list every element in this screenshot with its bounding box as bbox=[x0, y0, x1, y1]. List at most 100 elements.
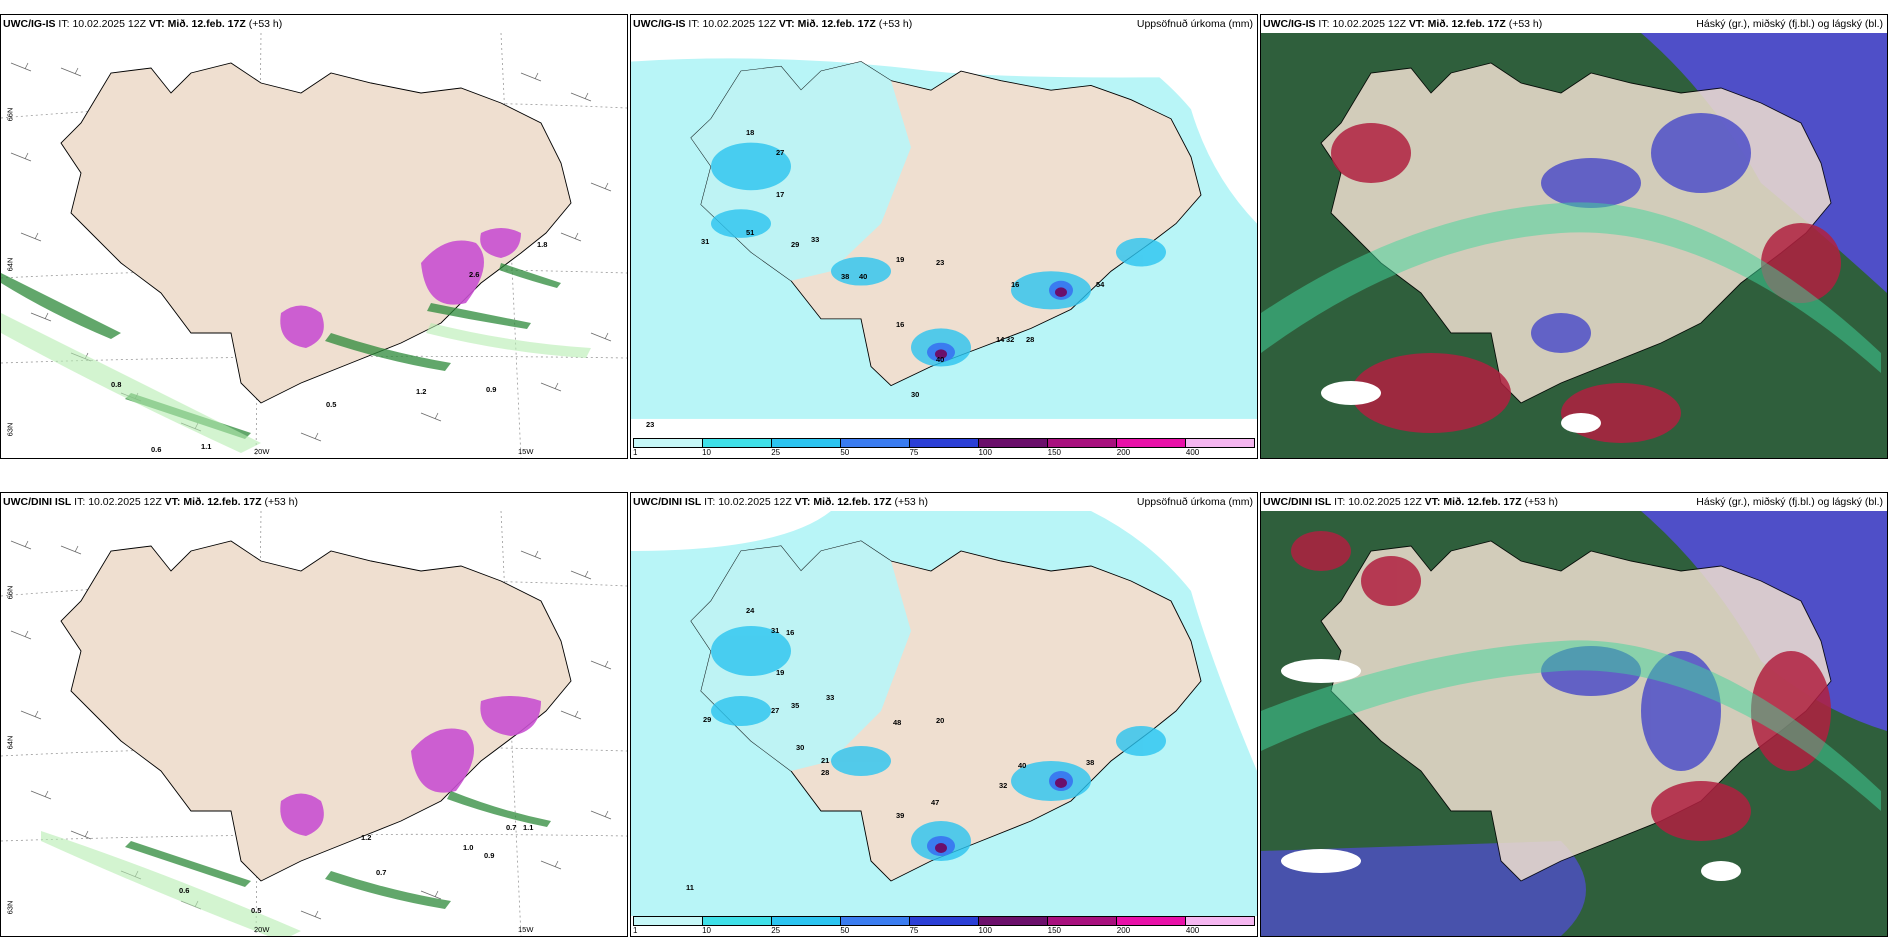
vt-value: Mið. 12.feb. 17Z bbox=[813, 496, 892, 508]
scale-tick-label: 75 bbox=[909, 448, 919, 457]
scale-tick-label: 200 bbox=[1116, 926, 1131, 935]
precip-value: 23 bbox=[646, 420, 655, 429]
lat-63n: 63N bbox=[5, 422, 15, 437]
scale-tick-label: 1 bbox=[633, 926, 638, 935]
precip-value: 29 bbox=[703, 715, 712, 724]
it-value: 10.02.2025 12Z bbox=[1332, 18, 1406, 30]
model-name: UWC/IG-IS bbox=[633, 18, 686, 30]
panel-title: Háský (gr.), miðský (fj.bl.) og lágský (… bbox=[1696, 496, 1883, 508]
lat-64n: 64N bbox=[5, 735, 15, 750]
scale-swatch bbox=[910, 917, 979, 925]
it-label: IT: bbox=[1334, 496, 1346, 508]
scale-ticks: 1 10 25 50 75 100 150 200 400 bbox=[633, 926, 1255, 935]
scale-tick-label: 100 bbox=[978, 448, 992, 457]
vt-label: VT: bbox=[164, 496, 181, 508]
value-label: 0.6 bbox=[151, 445, 162, 454]
precip-value: 19 bbox=[776, 668, 785, 677]
lat-63n: 63N bbox=[5, 900, 15, 915]
lead-time: (+53 h) bbox=[248, 18, 283, 30]
panel-r2c3-cloud: UWC/DINI ISL IT: 10.02.2025 12Z VT: Mið.… bbox=[1260, 492, 1888, 937]
precip-value: 16 bbox=[896, 320, 905, 329]
value-label: 0.6 bbox=[179, 886, 190, 895]
precip-value: 21 bbox=[821, 756, 830, 765]
precip-value: 33 bbox=[826, 693, 835, 702]
scale-swatch bbox=[634, 917, 703, 925]
value-label: 1.0 bbox=[463, 843, 474, 852]
precip-value: 38 bbox=[1086, 758, 1095, 767]
value-label: 0.9 bbox=[484, 851, 495, 860]
precip-value: 38 bbox=[841, 272, 850, 281]
lat-64n: 64N bbox=[5, 257, 15, 272]
scale-swatch bbox=[1186, 917, 1254, 925]
scale-swatch bbox=[841, 439, 910, 447]
scale-tick-label: 400 bbox=[1185, 448, 1200, 457]
value-label: 0.8 bbox=[111, 380, 122, 389]
value-label: 0.5 bbox=[251, 906, 262, 915]
value-label: 1.8 bbox=[537, 240, 548, 249]
scale-tick-label: 1 bbox=[633, 448, 638, 457]
vt-value: Mið. 12.feb. 17Z bbox=[1427, 18, 1506, 30]
vt-value: Mið. 12.feb. 17Z bbox=[797, 18, 876, 30]
scale-tick-label: 400 bbox=[1185, 926, 1200, 935]
precip-value: 14 bbox=[996, 335, 1005, 344]
scale-swatch bbox=[772, 917, 841, 925]
cloud-map bbox=[1261, 33, 1887, 458]
it-value: 10.02.2025 12Z bbox=[1348, 496, 1422, 508]
scale-swatch bbox=[1186, 439, 1254, 447]
scale-swatch bbox=[979, 917, 1048, 925]
iceland-land bbox=[60, 62, 572, 404]
precip-value: 23 bbox=[936, 258, 945, 267]
value-label: 1.1 bbox=[523, 823, 534, 832]
lead-time: (+53 h) bbox=[894, 496, 929, 508]
it-value: 10.02.2025 12Z bbox=[72, 18, 146, 30]
scale-bar bbox=[633, 438, 1255, 448]
value-label: 2.6 bbox=[469, 270, 480, 279]
panel-title: Háský (gr.), miðský (fj.bl.) og lágský (… bbox=[1696, 18, 1883, 30]
it-label: IT: bbox=[688, 18, 700, 30]
precip-value: 48 bbox=[893, 718, 902, 727]
scale-tick-label: 100 bbox=[978, 926, 992, 935]
precip-value: 35 bbox=[791, 701, 800, 710]
panel-r1c1-wind-snow: UWC/IG-IS IT: 10.02.2025 12Z VT: Mið. 12… bbox=[0, 14, 628, 459]
scale-swatch bbox=[1048, 439, 1117, 447]
precip-value: 28 bbox=[1026, 335, 1035, 344]
precip-value: 40 bbox=[859, 272, 868, 281]
it-label: IT: bbox=[704, 496, 716, 508]
it-label: IT: bbox=[58, 18, 70, 30]
precip-value: 40 bbox=[1018, 761, 1027, 770]
scale-tick-label: 150 bbox=[1047, 448, 1062, 457]
precip-value: 54 bbox=[1096, 280, 1105, 289]
panel-r1c2-precip: UWC/IG-IS IT: 10.02.2025 12Z VT: Mið. 12… bbox=[630, 14, 1258, 459]
precip-color-scale: 1 10 25 50 75 100 150 200 400 bbox=[633, 916, 1255, 935]
scale-tick-label: 75 bbox=[909, 926, 919, 935]
scale-tick-label: 150 bbox=[1047, 926, 1062, 935]
vt-label: VT: bbox=[148, 18, 165, 30]
panel-title: Uppsöfnuð úrkoma (mm) bbox=[1136, 18, 1253, 30]
precip-value: 18 bbox=[746, 128, 755, 137]
model-name: UWC/DINI ISL bbox=[1263, 496, 1332, 508]
scale-tick-label: 10 bbox=[702, 926, 712, 935]
model-name: UWC/DINI ISL bbox=[3, 496, 72, 508]
scale-swatch bbox=[703, 917, 772, 925]
panel-header: UWC/IG-IS IT: 10.02.2025 12Z VT: Mið. 12… bbox=[633, 18, 912, 30]
wind-snow-map bbox=[1, 33, 627, 458]
panel-r2c1-wind-snow: UWC/DINI ISL IT: 10.02.2025 12Z VT: Mið.… bbox=[0, 492, 628, 937]
value-label: 1.1 bbox=[201, 442, 212, 451]
panel-title: Uppsöfnuð úrkoma (mm) bbox=[1136, 496, 1253, 508]
panel-r2c2-precip: UWC/DINI ISL IT: 10.02.2025 12Z VT: Mið.… bbox=[630, 492, 1258, 937]
precip-value: 51 bbox=[746, 228, 755, 237]
lead-time: (+53 h) bbox=[878, 18, 913, 30]
scale-swatch bbox=[1117, 439, 1186, 447]
precip-map bbox=[631, 511, 1257, 916]
precip-value: 27 bbox=[776, 148, 785, 157]
precip-value: 24 bbox=[746, 606, 755, 615]
lon-15w: 15W bbox=[518, 925, 534, 934]
precip-value: 39 bbox=[896, 811, 905, 820]
it-value: 10.02.2025 12Z bbox=[718, 496, 792, 508]
vt-label: VT: bbox=[1408, 18, 1425, 30]
precip-value: 16 bbox=[1011, 280, 1020, 289]
precip-value: 11 bbox=[686, 883, 694, 892]
model-name: UWC/DINI ISL bbox=[633, 496, 702, 508]
scale-tick-label: 25 bbox=[771, 448, 781, 457]
scale-swatch bbox=[910, 439, 979, 447]
